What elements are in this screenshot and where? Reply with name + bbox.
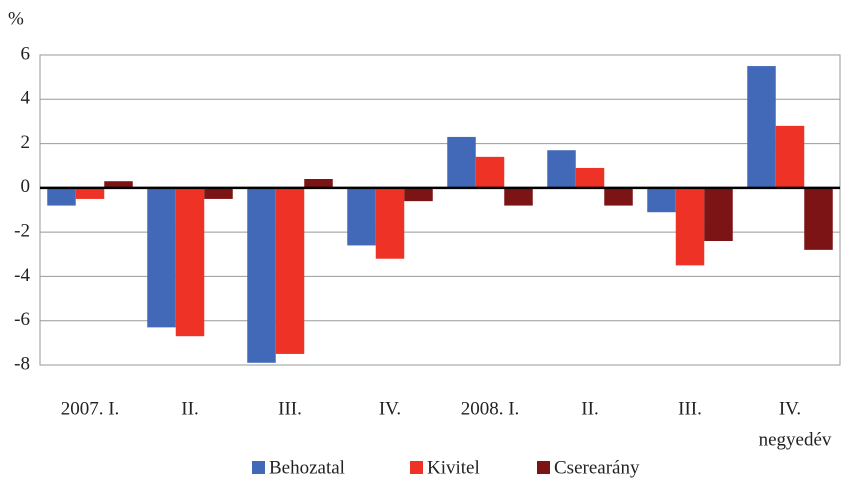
x-tick-label: IV.	[379, 398, 401, 419]
y-tick-label: -4	[14, 265, 30, 286]
y-tick-label: -6	[14, 309, 30, 330]
bar	[147, 187, 176, 328]
x-tick-label: IV.	[779, 398, 801, 419]
bar	[247, 187, 276, 363]
y-tick-label: 0	[21, 176, 31, 197]
bar	[375, 187, 405, 259]
bar	[104, 181, 133, 188]
bar	[775, 125, 805, 188]
bar	[747, 66, 776, 188]
legend-label: Kivitel	[427, 457, 480, 478]
bar	[604, 187, 633, 206]
legend-swatch	[252, 461, 265, 474]
x-tick-label: 2008. I.	[461, 398, 520, 419]
bar	[204, 187, 233, 199]
x-tick-label: III.	[678, 398, 702, 419]
bar	[447, 136, 476, 188]
bar	[404, 187, 433, 202]
y-tick-label: 2	[21, 132, 31, 153]
bar	[504, 187, 533, 206]
bar	[675, 187, 705, 266]
bar	[475, 156, 505, 188]
bar	[347, 187, 376, 246]
bar	[275, 187, 305, 354]
legend-swatch	[410, 461, 423, 474]
y-tick-label: 6	[21, 43, 31, 64]
legend-label: Behozatal	[269, 457, 345, 478]
x-tick-label: II.	[581, 398, 598, 419]
y-unit: %	[8, 8, 24, 29]
bar	[647, 187, 676, 213]
legend-label: Cserearány	[554, 457, 640, 478]
x-tick-label: II.	[181, 398, 198, 419]
y-tick-label: -8	[14, 353, 30, 374]
x-tick-label: 2007. I.	[61, 398, 120, 419]
bar	[75, 187, 105, 199]
bar	[175, 187, 205, 337]
bar	[47, 187, 76, 206]
legend-swatch	[537, 461, 550, 474]
bar	[704, 187, 733, 241]
bar	[804, 187, 833, 250]
x-tick-label: III.	[278, 398, 302, 419]
bar	[304, 179, 333, 188]
y-tick-label: 4	[21, 88, 31, 109]
y-tick-label: -2	[14, 221, 30, 242]
bar	[547, 150, 576, 188]
x-axis-label: negyedév	[759, 429, 832, 450]
bar	[575, 167, 605, 188]
